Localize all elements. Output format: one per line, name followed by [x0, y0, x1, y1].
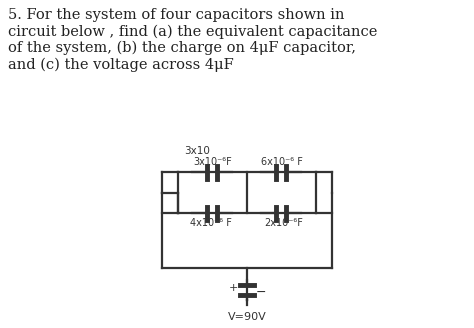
Text: 3x10⁻⁶F: 3x10⁻⁶F: [193, 157, 232, 167]
Text: 5. For the system of four capacitors shown in
circuit below , find (a) the equiv: 5. For the system of four capacitors sho…: [8, 8, 377, 72]
Text: 3x10: 3x10: [185, 146, 210, 156]
Text: +: +: [228, 283, 237, 293]
Text: 2x10⁻⁶F: 2x10⁻⁶F: [264, 218, 303, 228]
Text: 6x10⁻⁶ F: 6x10⁻⁶ F: [261, 157, 302, 167]
Text: −: −: [256, 285, 266, 298]
Text: V=90V: V=90V: [228, 312, 266, 322]
Text: 4x10⁻⁶ F: 4x10⁻⁶ F: [190, 218, 231, 228]
